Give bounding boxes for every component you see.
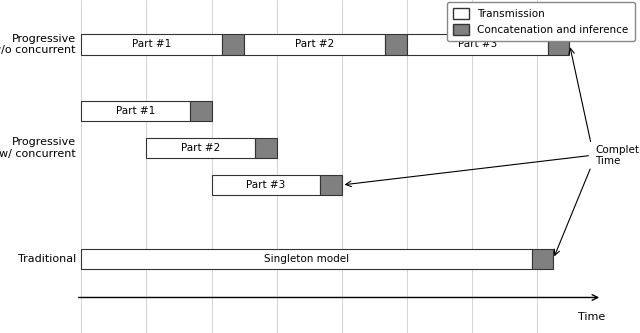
Text: Singleton model: Singleton model	[264, 254, 349, 264]
Text: Progressive
w/ concurrent: Progressive w/ concurrent	[0, 137, 76, 159]
Bar	[407, 34, 548, 55]
Bar	[244, 34, 385, 55]
Legend: Transmission, Concatenation and inference: Transmission, Concatenation and inferenc…	[447, 2, 635, 41]
Text: Part #1: Part #1	[116, 106, 156, 116]
Bar	[190, 101, 212, 121]
Bar	[147, 138, 255, 159]
Text: Traditional: Traditional	[18, 254, 76, 264]
Text: Part #3: Part #3	[246, 180, 285, 190]
Text: Progressive
w/o concurrent: Progressive w/o concurrent	[0, 34, 76, 55]
Text: Completion
Time: Completion Time	[596, 145, 640, 166]
Bar	[255, 138, 276, 159]
Bar	[320, 174, 342, 195]
Text: Part #2: Part #2	[181, 143, 220, 153]
Text: Time: Time	[577, 312, 605, 322]
Text: Part #2: Part #2	[295, 39, 334, 49]
Bar	[81, 34, 222, 55]
Bar	[385, 34, 407, 55]
Bar	[212, 174, 320, 195]
Text: Part #3: Part #3	[458, 39, 497, 49]
Bar	[222, 34, 244, 55]
Bar	[532, 249, 553, 269]
Bar	[81, 101, 190, 121]
Bar	[81, 249, 532, 269]
Text: Part #1: Part #1	[132, 39, 172, 49]
Bar	[548, 34, 570, 55]
